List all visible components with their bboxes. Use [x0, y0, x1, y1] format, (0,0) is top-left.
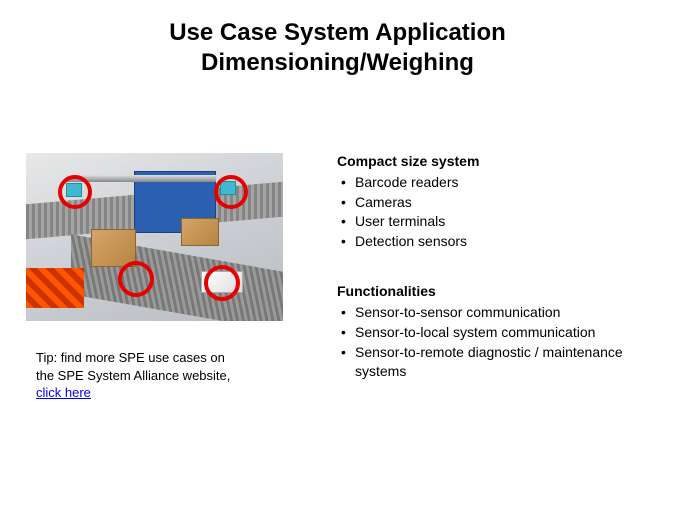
- title-line-2: Dimensioning/Weighing: [0, 48, 675, 78]
- bullet-list: Sensor-to-sensor communicationSensor-to-…: [337, 303, 655, 381]
- tip-line-1: Tip: find more SPE use cases on: [36, 350, 225, 365]
- list-item: Sensor-to-remote diagnostic / maintenanc…: [339, 343, 655, 382]
- list-item: User terminals: [339, 212, 655, 232]
- section-heading: Functionalities: [337, 283, 655, 299]
- section-heading: Compact size system: [337, 153, 655, 169]
- title-line-1: Use Case System Application: [0, 18, 675, 48]
- tip-block: Tip: find more SPE use cases on the SPE …: [26, 349, 295, 402]
- highlight-circle: [118, 261, 154, 297]
- list-item: Detection sensors: [339, 232, 655, 252]
- tip-link[interactable]: click here: [36, 385, 91, 400]
- highlight-circle: [214, 175, 248, 209]
- right-column: Compact size system Barcode readersCamera…: [295, 153, 655, 414]
- list-item: Sensor-to-local system communication: [339, 323, 655, 343]
- highlight-circle: [58, 175, 92, 209]
- tip-line-2: the SPE System Alliance website,: [36, 368, 230, 383]
- package-small: [181, 218, 219, 246]
- illustration-image: [26, 153, 283, 321]
- left-column: Tip: find more SPE use cases on the SPE …: [0, 153, 295, 414]
- content-section: Compact size system Barcode readersCamera…: [337, 153, 655, 251]
- list-item: Barcode readers: [339, 173, 655, 193]
- bullet-list: Barcode readersCamerasUser terminalsDete…: [337, 173, 655, 251]
- highlight-circle: [204, 265, 240, 301]
- list-item: Cameras: [339, 193, 655, 213]
- content-section: Functionalities Sensor-to-sensor communic…: [337, 283, 655, 381]
- feed-belt: [26, 268, 84, 308]
- content-area: Tip: find more SPE use cases on the SPE …: [0, 153, 675, 414]
- list-item: Sensor-to-sensor communication: [339, 303, 655, 323]
- slide-title: Use Case System Application Dimensioning…: [0, 0, 675, 78]
